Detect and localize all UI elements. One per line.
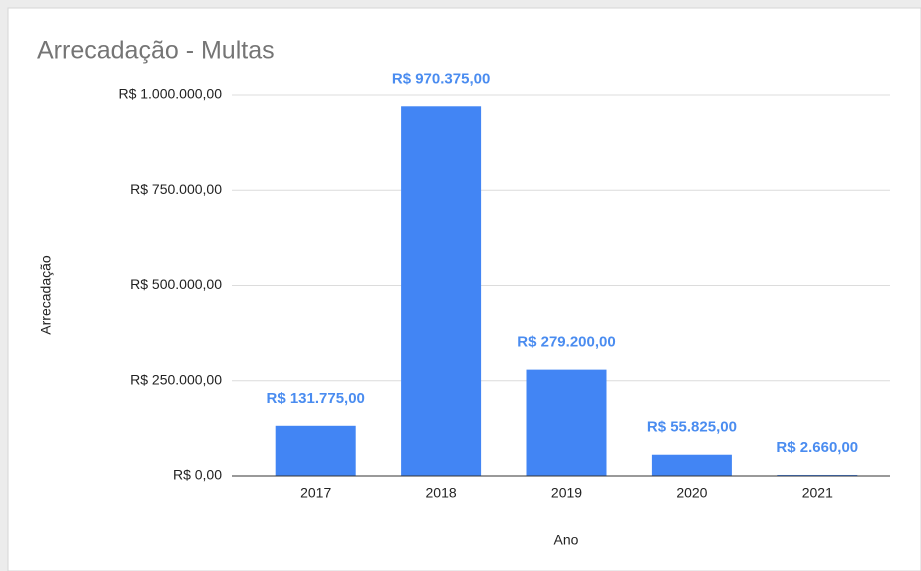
x-tick-label: 2017 <box>300 485 331 501</box>
x-tick-label: 2020 <box>676 485 707 501</box>
bar <box>526 369 607 476</box>
x-tick-label: 2018 <box>426 485 457 501</box>
bar <box>651 454 732 476</box>
bar <box>777 474 858 476</box>
x-tick-label: 2019 <box>551 485 582 501</box>
y-axis-label: Arrecadação <box>38 255 54 335</box>
y-tick-label: R$ 750.000,00 <box>130 181 222 197</box>
value-label: R$ 131.775,00 <box>266 390 364 407</box>
y-tick-label: R$ 0,00 <box>173 467 222 483</box>
y-tick-label: R$ 1.000.000,00 <box>118 86 222 102</box>
y-tick-label: R$ 250.000,00 <box>130 371 222 387</box>
bar <box>401 106 482 477</box>
value-label: R$ 55.825,00 <box>647 419 737 436</box>
x-tick-label: 2021 <box>802 485 833 501</box>
value-label: R$ 970.375,00 <box>392 70 490 87</box>
x-axis-label: Ano <box>554 532 579 548</box>
value-label: R$ 279.200,00 <box>517 334 615 351</box>
y-tick-label: R$ 500.000,00 <box>130 276 222 292</box>
chart-title: Arrecadação - Multas <box>37 37 275 65</box>
value-label: R$ 2.660,00 <box>776 439 858 456</box>
bar <box>275 425 356 476</box>
